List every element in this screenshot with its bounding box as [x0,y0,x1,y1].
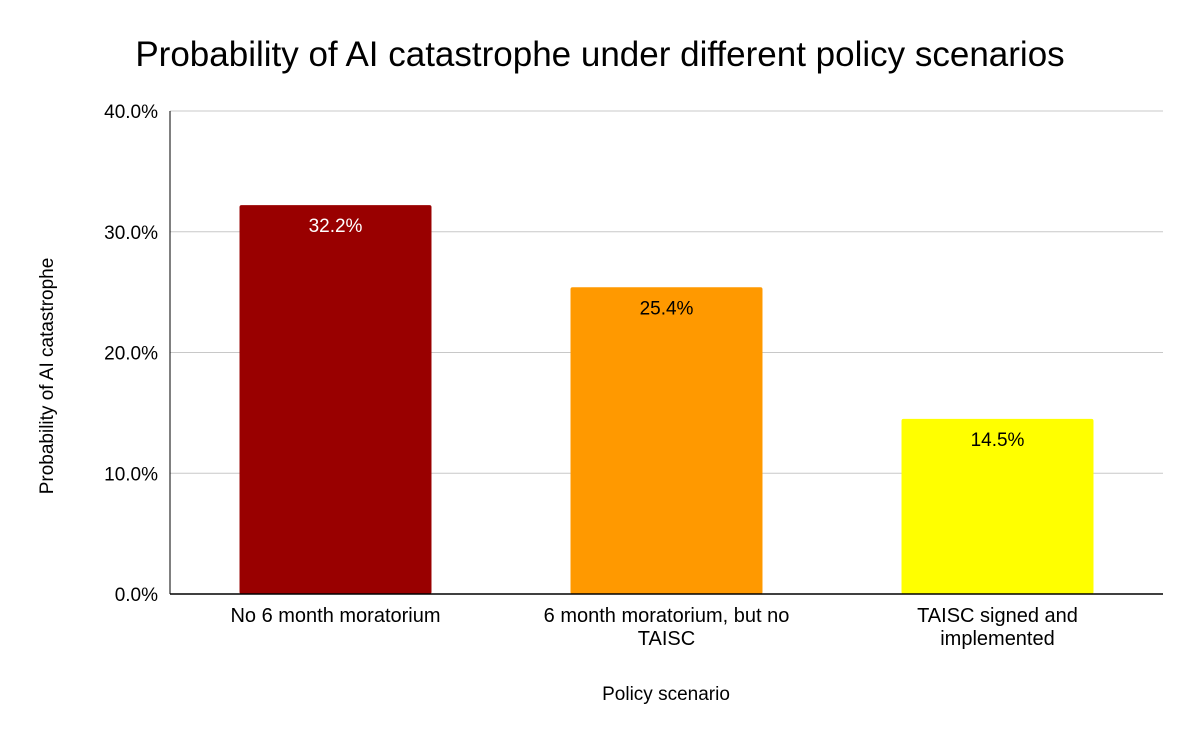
y-tick-label: 0.0% [115,585,158,606]
bar [570,287,763,594]
y-tick-label: 10.0% [104,464,158,485]
x-category-label: TAISC [638,628,695,650]
x-axis-title: Policy scenario [602,684,730,705]
x-category-label: 6 month moratorium, but no [544,605,790,627]
bar [901,418,1094,594]
x-axis-categories: No 6 month moratorium 6 month moratorium,… [230,605,1077,650]
bars [239,205,1094,594]
data-label: 25.4% [640,298,694,319]
y-axis-title: Probability of AI catastrophe [37,258,58,495]
x-category-label: No 6 month moratorium [230,605,440,627]
x-category-label: implemented [940,628,1055,650]
y-tick-label: 30.0% [104,223,158,244]
data-labels: 32.2% 25.4% 14.5% [309,216,1025,451]
chart-title: Probability of AI catastrophe under diff… [135,35,1064,74]
y-tick-label: 20.0% [104,344,158,365]
data-label: 32.2% [309,216,363,237]
bar [239,205,432,594]
y-axis-ticks: 0.0% 10.0% 20.0% 30.0% 40.0% [104,102,158,606]
y-tick-label: 40.0% [104,102,158,123]
data-label: 14.5% [971,430,1025,451]
x-category-label: TAISC signed and [917,605,1078,627]
